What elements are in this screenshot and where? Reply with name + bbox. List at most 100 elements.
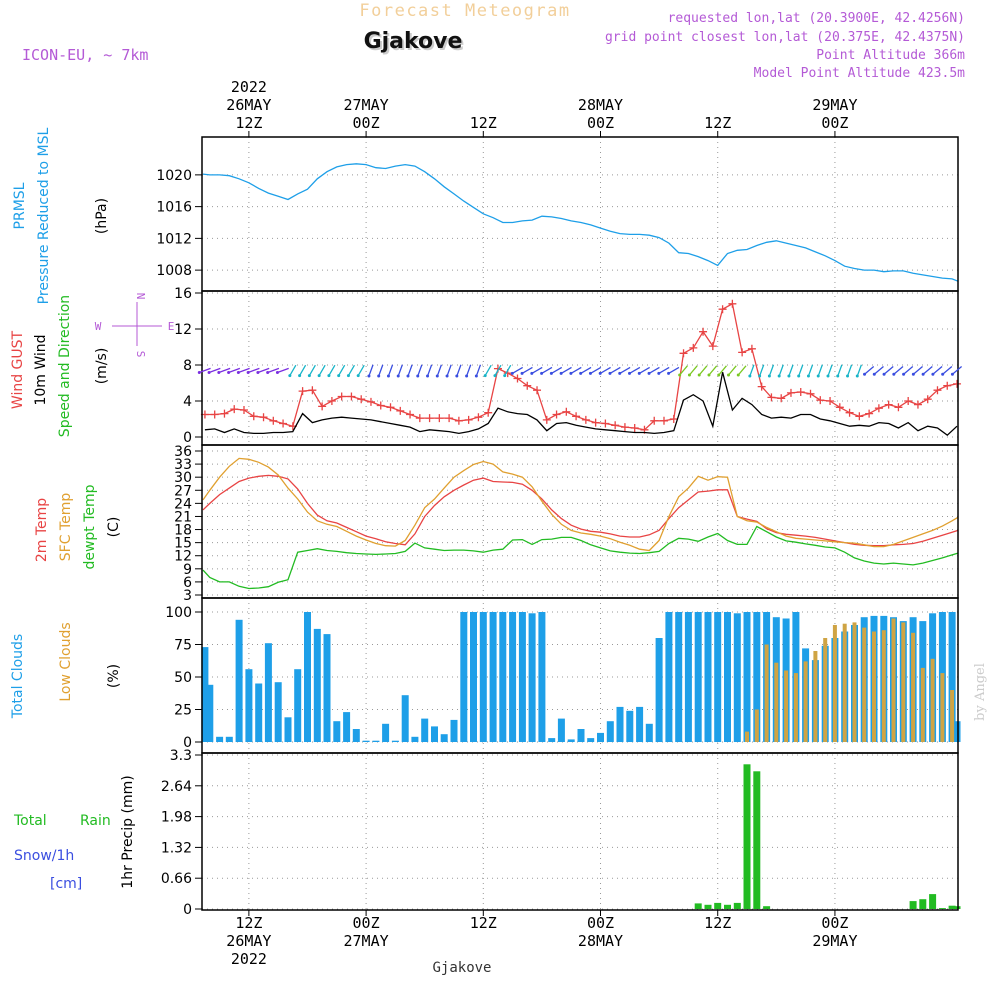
compass-north: N <box>134 293 147 300</box>
wind-arrow <box>599 366 611 374</box>
precipitation-panel: 0 0.66 1.32 1.98 2.64 3.3 <box>161 748 961 918</box>
low-cloud-bar <box>920 667 925 742</box>
wind-arrow <box>638 366 650 374</box>
gust-marker <box>533 386 542 395</box>
y-tick-label: 1016 <box>156 200 192 216</box>
snow-label: Snow/1h <box>14 848 74 864</box>
wind-arrow-head <box>826 374 830 378</box>
low-cloud-bar <box>803 661 808 742</box>
wind-arrow-head <box>777 374 781 378</box>
gust-marker <box>865 409 874 418</box>
precip-bar <box>704 904 712 909</box>
wind-arrow-head <box>816 374 820 378</box>
gust-marker <box>718 305 727 314</box>
gust-marker <box>669 415 678 423</box>
total-cloud-bar <box>616 706 624 742</box>
wind-arrow <box>807 364 814 377</box>
total-cloud-bar <box>645 723 653 742</box>
wind-arrow-head <box>892 372 896 376</box>
wind-arrow-head <box>559 371 563 375</box>
top-time-label: 00Z <box>821 114 848 132</box>
y-tick-label: 3 <box>183 588 192 604</box>
wind-arrow-head <box>637 371 641 375</box>
wind-arrow <box>912 366 923 375</box>
gust-marker <box>689 343 698 352</box>
wind-arrow-head <box>667 371 671 375</box>
y-tick-label: 0 <box>183 902 192 918</box>
sfc-temp-label: SFC Temp <box>58 493 74 562</box>
gust-marker <box>279 419 288 428</box>
total-cloud-bar <box>470 612 477 742</box>
precip-bar <box>743 764 751 909</box>
wind-arrow-head <box>921 372 925 376</box>
wind-arrow <box>864 366 875 375</box>
point-altitude: Point Altitude 366m <box>816 48 965 63</box>
y-tick-label: 12 <box>174 322 192 338</box>
wind-arrow <box>856 364 863 377</box>
low-cloud-bar <box>764 644 769 742</box>
low-cloud-bar <box>793 673 798 742</box>
total-cloud-bar <box>343 712 351 742</box>
bottom-time-label: 12Z <box>704 914 731 932</box>
wind-arrow-head <box>275 370 279 374</box>
model-altitude: Model Point Altitude 423.5m <box>754 66 965 81</box>
wind-arrow-head <box>687 373 691 377</box>
wind-arrow <box>475 364 482 377</box>
wind-arrow-head <box>307 374 311 378</box>
wind-arrow <box>893 366 904 375</box>
total-cloud-bar <box>304 612 311 742</box>
gust-marker <box>591 418 600 427</box>
gust-marker <box>699 327 708 336</box>
panels: 1008101210161020048121636912151821242730… <box>156 136 963 918</box>
gust-marker <box>406 410 415 419</box>
gust-marker <box>796 388 805 396</box>
location-title: Gjakove <box>366 31 465 56</box>
compass-rose: N S W E <box>95 293 175 358</box>
wind-arrow-head <box>474 374 478 378</box>
wind-label: 10m Wind <box>33 334 49 405</box>
precip-bar <box>763 906 771 909</box>
wind-arrow <box>308 364 316 376</box>
wind-arrow <box>208 367 221 374</box>
wind-arrow <box>952 366 963 375</box>
total-cloud-bar <box>489 612 497 742</box>
gust-marker <box>572 412 581 421</box>
gust-marker <box>220 409 229 418</box>
precip-bar <box>929 894 937 909</box>
credit-label: by Angel <box>973 663 988 721</box>
precip-bar <box>909 901 917 909</box>
gust-marker <box>523 381 532 390</box>
wind-arrow-head <box>748 374 752 378</box>
wind-arrow <box>922 366 933 375</box>
wind-arrow-head <box>435 374 439 378</box>
gust-marker <box>562 407 571 416</box>
wind-arrow <box>368 364 374 377</box>
total-cloud-bar <box>557 718 565 742</box>
bottom-time-label: 2022 <box>231 950 267 968</box>
low-cloud-bar <box>852 622 857 742</box>
series-2m-temp <box>202 474 959 547</box>
wind-arrow <box>846 364 853 377</box>
wind-arrow <box>247 367 260 374</box>
low-cloud-bar <box>832 625 837 742</box>
y-tick-label: 25 <box>174 703 192 719</box>
wind-arrow <box>328 364 336 376</box>
compass-east: E <box>168 320 175 333</box>
wind-arrow-head <box>911 372 915 376</box>
gust-marker <box>650 416 659 425</box>
total-cloud-bar <box>665 612 673 742</box>
gust-marker <box>269 416 278 425</box>
total-cloud-bar <box>499 612 507 742</box>
total-cloud-bar <box>714 612 722 742</box>
precip-bar <box>948 905 956 909</box>
wind-arrow <box>228 367 241 374</box>
gust-marker <box>542 415 551 424</box>
wind-arrow-head <box>227 370 231 374</box>
y-tick-label: 36 <box>174 444 192 460</box>
total-cloud-bar <box>948 612 956 742</box>
low-cloud-bar <box>891 618 896 742</box>
top-time-label: 28MAY <box>578 96 623 114</box>
wind-arrow-head <box>787 374 791 378</box>
wind-arrow-head <box>882 372 886 376</box>
